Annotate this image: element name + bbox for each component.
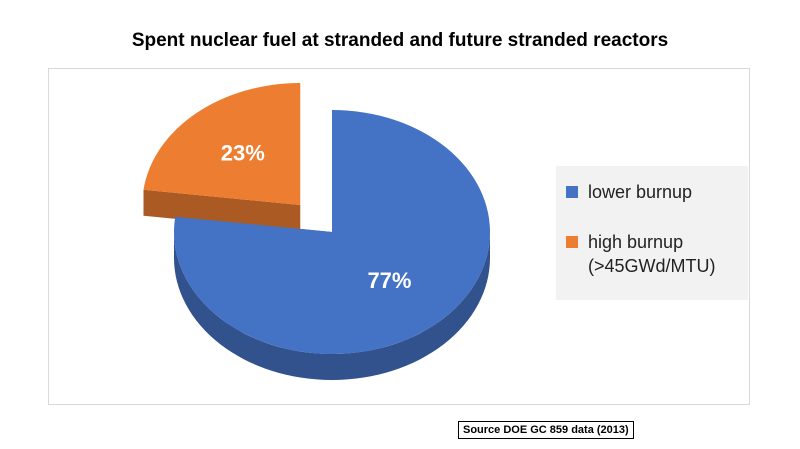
legend-label: high burnup (>45GWd/MTU) bbox=[588, 232, 716, 276]
legend-item: high burnup (>45GWd/MTU) bbox=[566, 230, 740, 278]
data-label: 77% bbox=[367, 268, 411, 293]
chart-title: Spent nuclear fuel at stranded and futur… bbox=[131, 30, 669, 51]
data-label: 23% bbox=[221, 140, 265, 165]
legend-swatch bbox=[566, 186, 578, 198]
legend-label: lower burnup bbox=[588, 182, 693, 202]
legend-item: lower burnup bbox=[566, 180, 740, 204]
slice-side bbox=[143, 189, 301, 231]
pie-slice bbox=[143, 82, 301, 205]
pie-slice bbox=[173, 110, 491, 354]
slice-side bbox=[174, 232, 490, 380]
chart-frame bbox=[48, 68, 750, 405]
source-note: Source DOE GC 859 data (2013) bbox=[458, 421, 634, 439]
legend-swatch bbox=[566, 236, 578, 248]
legend: lower burnup high burnup (>45GWd/MTU) bbox=[556, 166, 748, 300]
